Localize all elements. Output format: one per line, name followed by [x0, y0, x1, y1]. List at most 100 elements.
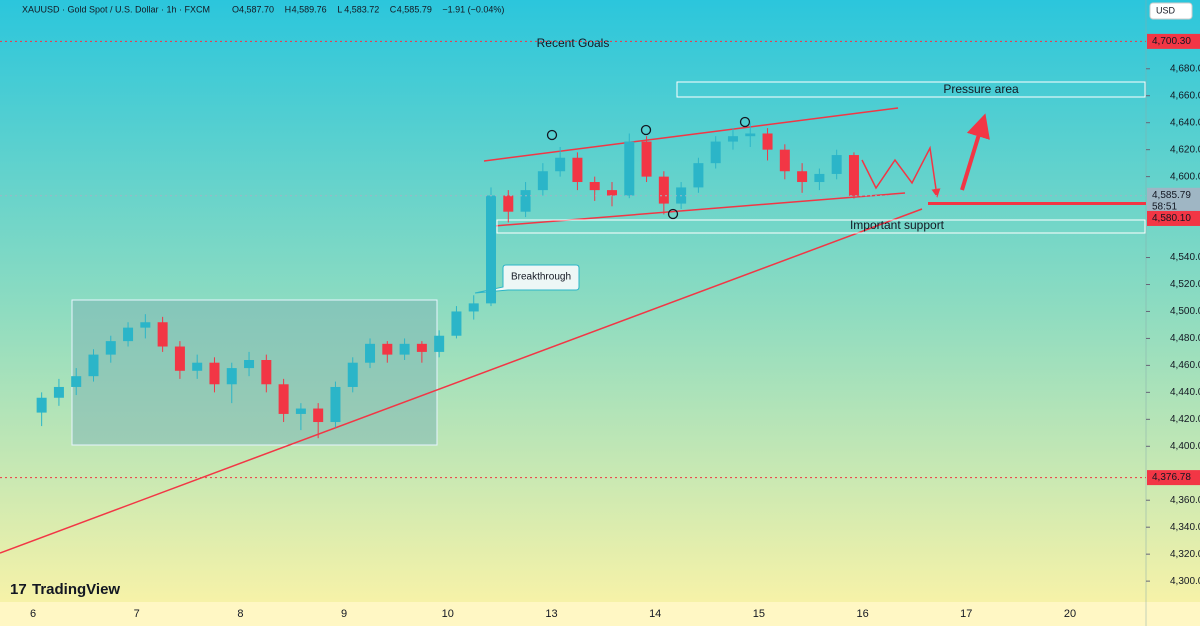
candle-body: [399, 343, 410, 355]
candle-body: [174, 346, 185, 371]
y-tick-label: 4,520.00: [1170, 279, 1200, 290]
chart-layer: 4,300.00 4,320.00 4,340.00 4,360.00 4,400.00…: [0, 33, 1200, 620]
y-tick-label: 4,400.00: [1170, 441, 1200, 452]
x-tick-label: 16: [856, 608, 868, 620]
annotation: Pressure area: [943, 82, 1019, 96]
candle-body: [503, 195, 514, 212]
candle-body: [157, 322, 168, 347]
x-tick-label: 17: [960, 608, 972, 620]
y-tick-label: 4,640.00: [1170, 117, 1200, 128]
y-tick-label: 4,360.00: [1170, 495, 1200, 506]
candle-body: [209, 362, 220, 385]
candle-body: [520, 190, 531, 212]
x-tick-label: 15: [753, 608, 765, 620]
candle-body: [295, 408, 306, 414]
ohlc-item: 4,583.72: [344, 4, 379, 14]
candle-body: [330, 386, 341, 423]
x-tick-label: 6: [30, 608, 36, 620]
y-tick-label: 4,300.00: [1170, 576, 1200, 587]
candle-body: [36, 397, 47, 413]
candle-body: [762, 133, 773, 150]
candle-body: [244, 360, 255, 369]
ohlc-item: −1.91 (−0.04%): [442, 4, 504, 14]
currency: USD: [1156, 5, 1176, 15]
y-tick-label: 4,540.00: [1170, 252, 1200, 263]
candle-body: [123, 327, 134, 342]
y-tick-label: 4,340.00: [1170, 522, 1200, 533]
annotation: Breakthrough: [511, 272, 571, 283]
price-flag: [1147, 33, 1200, 49]
pressure-box: [676, 81, 1146, 98]
candle-body: [779, 149, 790, 172]
candle-body: [105, 341, 116, 355]
candle-body: [278, 384, 289, 414]
candle-body: [347, 362, 358, 387]
candle-body: [486, 195, 497, 304]
range-box: [71, 299, 438, 446]
y-tick-label: 4,660.00: [1170, 90, 1200, 101]
ohlc-item: 4,587.70: [239, 4, 274, 14]
ohlc-item: 4,589.76: [292, 4, 327, 14]
candle-body: [53, 386, 64, 398]
projection-path: [861, 145, 941, 198]
x-tick-label: 20: [1064, 608, 1076, 620]
ohlc-item: C: [390, 4, 397, 14]
candle-body: [606, 190, 617, 196]
price-flag-label: 4,700.30: [1152, 36, 1191, 47]
candle-body: [192, 362, 203, 371]
ohlc-item: H: [285, 4, 292, 14]
candle-body: [848, 155, 859, 196]
candle-body: [555, 157, 566, 172]
candle-body: [641, 141, 652, 177]
candle-body: [468, 303, 479, 312]
x-tick-label: 10: [442, 608, 454, 620]
y-tick-label: 4,420.00: [1170, 414, 1200, 425]
x-tick-label: 7: [134, 608, 140, 620]
price-flag-label: 4,580.10: [1152, 213, 1191, 224]
candle-body: [658, 176, 669, 204]
candle-body: [365, 343, 376, 363]
y-tick-label: 4,320.00: [1170, 549, 1200, 560]
channel-top: [483, 107, 899, 162]
x-tick-label: 8: [237, 608, 243, 620]
annotation: Recent Goals: [537, 36, 610, 50]
x-tick-label: 13: [545, 608, 557, 620]
y-tick-label: 4,680.00: [1170, 63, 1200, 74]
price-flag-label: 4,376.78: [1152, 472, 1191, 483]
ohlc-item: O: [232, 4, 239, 14]
brand-logo: 17: [10, 581, 27, 598]
candle-body: [589, 182, 600, 191]
candle-body: [88, 354, 99, 377]
price-flag: [1147, 470, 1200, 486]
time-axis-strip: [0, 602, 1200, 626]
candle-body: [451, 311, 462, 336]
candle-body: [313, 408, 324, 423]
trend-line: [0, 208, 923, 554]
candle-body: [416, 343, 427, 352]
price-flag: [1147, 210, 1200, 226]
brand: TradingView: [32, 581, 120, 598]
candle-body: [572, 157, 583, 183]
candle-body: [831, 155, 842, 174]
ohlc-item: 4,585.79: [397, 4, 432, 14]
candle-body: [434, 335, 445, 352]
candle-body: [814, 173, 825, 183]
symbol: XAUUSD · Gold Spot / U.S. Dollar · 1h · …: [22, 4, 210, 14]
support-box: [496, 219, 1146, 234]
candle-body: [71, 376, 82, 387]
price-flag: [1147, 187, 1200, 214]
price-flag-label: 4,585.79: [1152, 190, 1191, 201]
y-tick-label: 4,480.00: [1170, 333, 1200, 344]
ohlc-legend: O 4,587.70 H 4,589.76 L 4,583.72 C 4,585.79 −1.9…: [232, 4, 504, 14]
y-tick-label: 4,440.00: [1170, 387, 1200, 398]
candle-body: [797, 171, 808, 183]
x-tick-label: 9: [341, 608, 347, 620]
price-flag-timer: 58:51: [1152, 201, 1177, 212]
x-tick-label: 14: [649, 608, 661, 620]
currency-box: [1149, 2, 1193, 20]
candle-body: [727, 136, 738, 142]
callout: [474, 264, 580, 294]
y-tick-label: 4,460.00: [1170, 360, 1200, 371]
